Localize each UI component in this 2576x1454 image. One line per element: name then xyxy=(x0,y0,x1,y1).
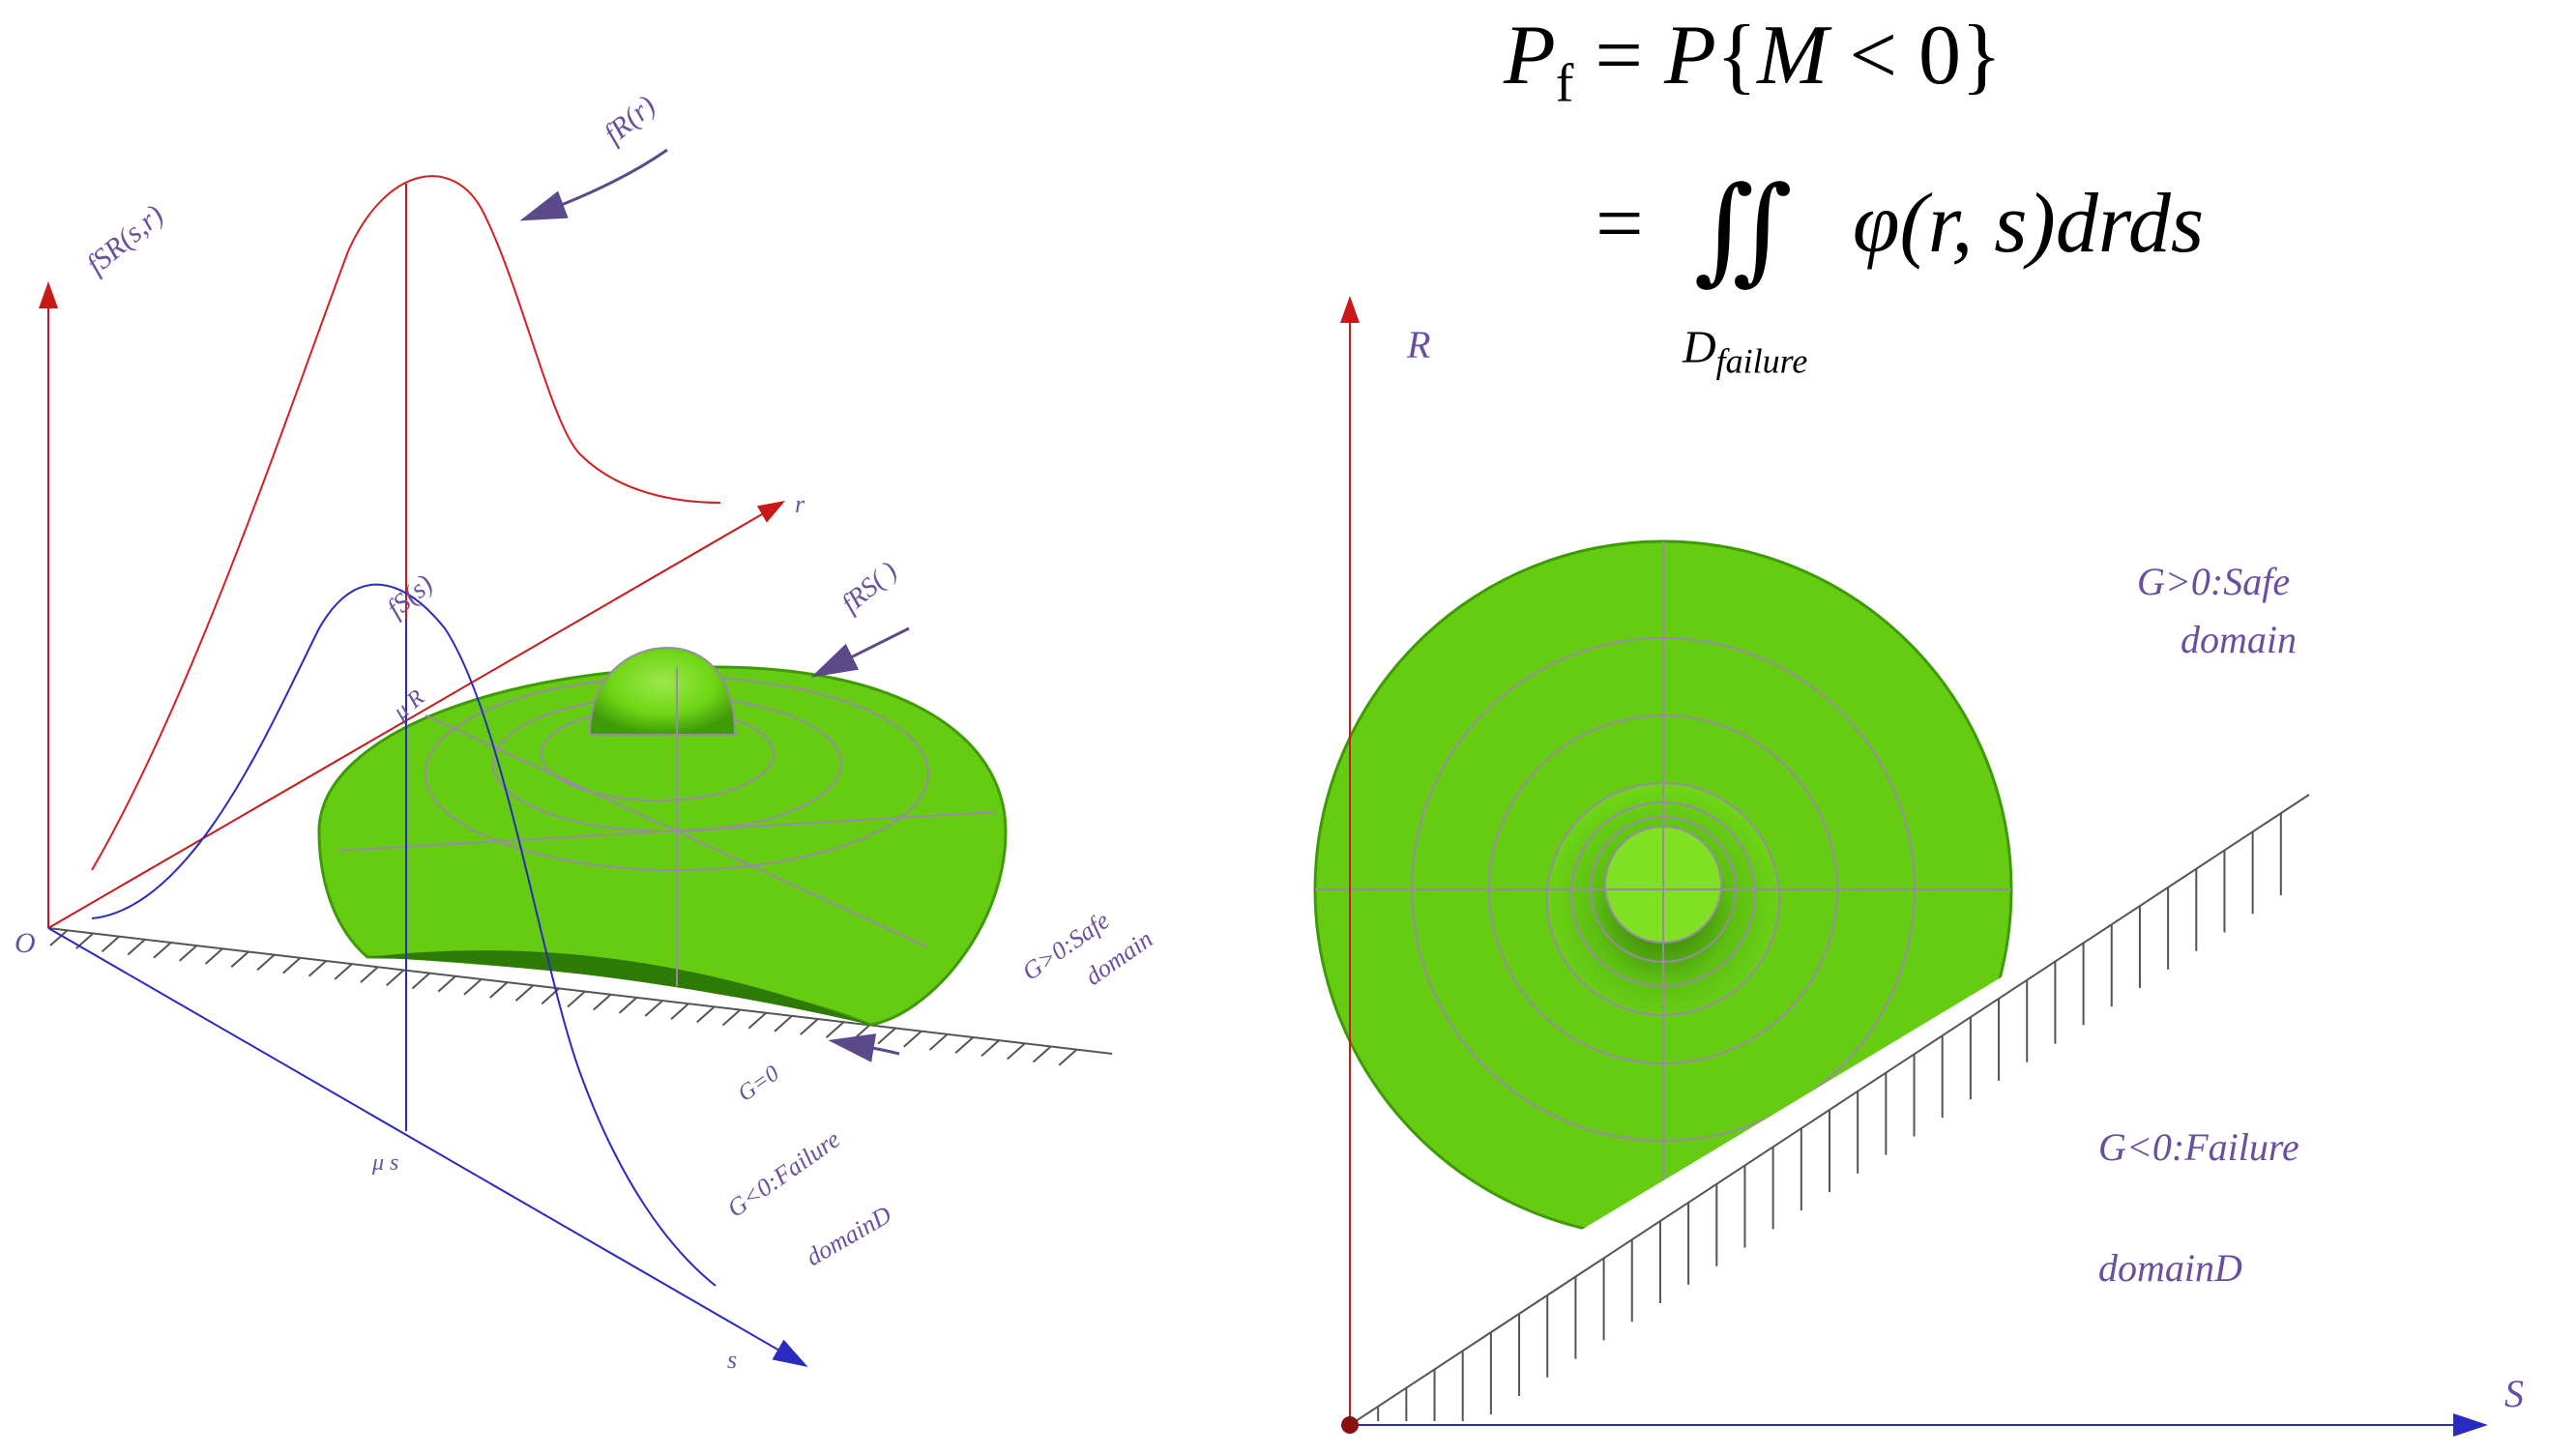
formula-domain-sub: failure xyxy=(1715,341,1808,381)
formula-domain: Dfailure xyxy=(1683,319,1807,391)
right-limit-state-hatching xyxy=(1377,813,2282,1421)
fRS-label: fRS( ) xyxy=(836,556,903,619)
formula-pf: P xyxy=(1504,9,1556,102)
left-r-axis xyxy=(47,500,786,929)
g-zero-pointer-icon xyxy=(828,1033,900,1062)
formula-zero: 0 xyxy=(1918,9,1962,102)
formula-close-brace: } xyxy=(1961,9,2003,102)
fR-label: fR(r) xyxy=(598,90,661,151)
formula-M: M xyxy=(1757,9,1829,102)
right-failure-label-1: G<0:Failure xyxy=(2098,1125,2299,1169)
left-g-zero-label: G=0 xyxy=(734,1061,784,1107)
left-3d-diagram: O r s fSR(s,r) fR(r) fS(s) fRS( ) μ R μ … xyxy=(15,90,1157,1374)
left-s-axis-label: s xyxy=(727,1346,737,1374)
right-2d-diagram: R S G>0:Safe domain G<0:Failure domainD xyxy=(1313,296,2524,1437)
formula-domain-D: D xyxy=(1683,322,1716,373)
right-s-axis-label: S xyxy=(2504,1372,2524,1415)
left-origin-label: O xyxy=(15,927,36,959)
formula-open-brace: { xyxy=(1715,9,1758,102)
right-failure-label-2: domainD xyxy=(2098,1246,2242,1290)
formula-eq-2: = xyxy=(1595,177,1644,271)
formula-line-1: Pf = P{M < 0} xyxy=(1504,8,2002,132)
right-safe-label-1: G>0:Safe xyxy=(2137,560,2290,603)
formula-eq-1: = xyxy=(1595,9,1644,102)
right-safe-disk xyxy=(1313,539,2013,1239)
left-s-axis xyxy=(47,927,808,1368)
fRS-pointer-icon xyxy=(810,626,910,678)
fS-curve xyxy=(91,583,717,1287)
formula-integrand: φ(r, s)drds xyxy=(1852,177,2205,271)
left-limit-state-hatching xyxy=(47,927,1113,1066)
right-origin-dot xyxy=(1341,1416,1359,1434)
mu-s-label: μ s xyxy=(371,1150,398,1176)
formula-P: P xyxy=(1664,9,1716,102)
fR-curve xyxy=(91,175,721,871)
joint-pdf-label: fSR(s,r) xyxy=(80,199,169,281)
fS-label: fS(s) xyxy=(382,569,439,625)
right-safe-label-2: domain xyxy=(2181,618,2297,661)
formula-lt: < xyxy=(1849,9,1898,102)
left-joint-pdf-surface xyxy=(317,646,1008,1027)
double-integral-icon: ∬ xyxy=(1693,165,1793,294)
fR-pointer-icon xyxy=(519,148,668,221)
left-failure-label-2: domainD xyxy=(802,1201,897,1272)
formula-line-2: = ∬ φ(r, s)drds xyxy=(1595,164,2205,288)
right-r-axis-label: R xyxy=(1406,323,1430,366)
left-failure-label-1: G<0:Failure xyxy=(722,1125,845,1223)
left-r-axis-label: r xyxy=(795,490,805,518)
formula-pf-sub: f xyxy=(1555,53,1574,114)
